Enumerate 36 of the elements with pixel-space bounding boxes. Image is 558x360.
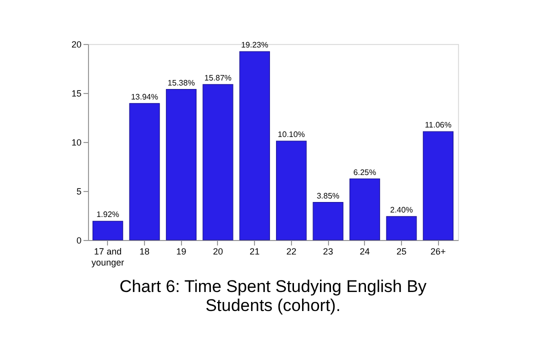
data-label: 15.38% xyxy=(168,78,195,88)
y-tick-label: 5 xyxy=(76,186,82,196)
data-label: 6.25% xyxy=(353,168,376,177)
y-tick-label: 10 xyxy=(71,138,82,148)
bar xyxy=(92,220,124,240)
data-label: 1.92% xyxy=(96,210,120,220)
bar xyxy=(129,103,160,240)
x-tick-label: 20 xyxy=(212,246,223,256)
bar xyxy=(386,216,417,240)
x-tick-label: 24 xyxy=(360,246,370,256)
bar xyxy=(312,202,344,240)
y-tick-label: 20 xyxy=(71,40,82,50)
x-tick-label: 26+ xyxy=(430,246,446,256)
x-tick-label: 21 xyxy=(250,246,260,256)
data-label: 15.87% xyxy=(204,73,232,82)
bar xyxy=(166,88,197,240)
y-tick-label: 0 xyxy=(76,236,82,246)
x-tick-label: 17 and younger xyxy=(92,246,124,268)
bar xyxy=(349,178,380,240)
data-label: 13.94% xyxy=(130,92,158,102)
y-tick-label: 15 xyxy=(71,88,82,98)
x-tick-label: 22 xyxy=(286,246,296,256)
x-tick-label: 23 xyxy=(323,246,334,256)
x-tick-label: 18 xyxy=(140,246,150,256)
data-label: 11.06% xyxy=(424,120,452,130)
bar xyxy=(276,140,307,240)
data-label: 2.40% xyxy=(390,205,413,214)
x-tick-label: 19 xyxy=(176,246,186,256)
x-tick-label: 25 xyxy=(396,246,406,256)
text: Chart 6: Time Spent Studying English By Students (cohort). xyxy=(119,277,428,315)
bar xyxy=(202,84,234,240)
data-label: 3.85% xyxy=(316,191,340,200)
data-label: 10.10% xyxy=(278,130,305,140)
bar xyxy=(239,51,270,240)
data-label: 19.23% xyxy=(241,40,268,50)
bar xyxy=(422,131,454,240)
